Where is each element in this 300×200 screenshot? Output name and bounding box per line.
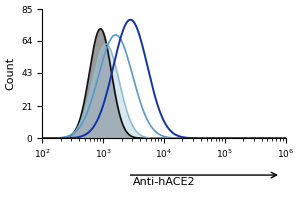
Y-axis label: Count: Count xyxy=(6,57,16,90)
Text: Anti-hACE2: Anti-hACE2 xyxy=(133,177,195,187)
